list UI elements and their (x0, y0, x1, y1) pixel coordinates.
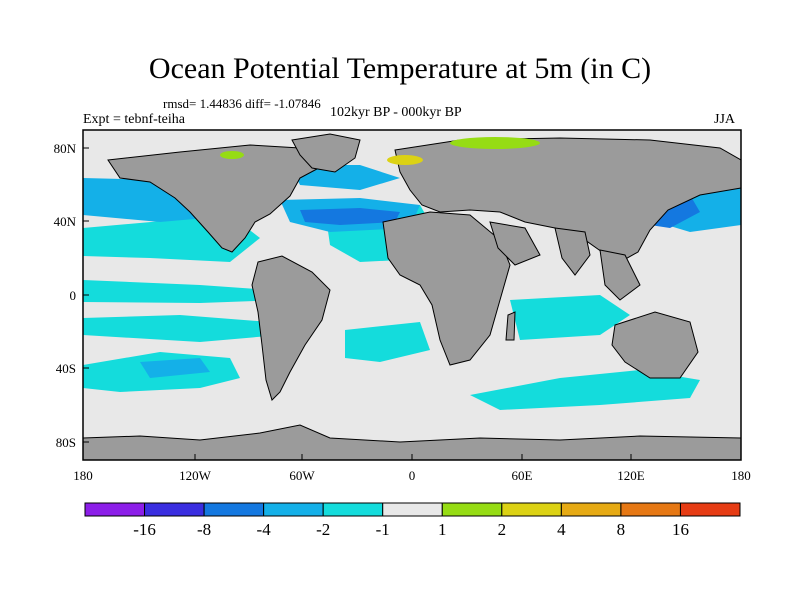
land-arabia (489, 221, 541, 266)
land-north-america (107, 144, 332, 253)
colorbar-box (382, 502, 443, 517)
lat-label-40n: 40N (54, 214, 77, 229)
colorbar-box (144, 502, 205, 517)
colorbar-label: 2 (497, 520, 507, 539)
lat-label-0: 0 (70, 288, 77, 303)
colorbar-label: 16 (671, 520, 689, 539)
colorbar-label: -2 (316, 520, 331, 539)
lon-label-180w: 180 (73, 468, 93, 483)
lon-axis: 180 120W 60W 0 60E 120E 180 (73, 454, 751, 483)
lat-label-80n: 80N (54, 141, 77, 156)
map-plot (83, 130, 741, 460)
colorbar-box (501, 502, 562, 517)
period-label: 102kyr BP - 000kyr BP (330, 105, 462, 120)
anomaly-warm (220, 137, 540, 165)
land-antarctica (83, 424, 741, 460)
colorbar-box (263, 502, 324, 517)
lon-label-60w: 60W (289, 468, 315, 483)
anomaly-cool-south-indian (470, 370, 700, 410)
land-southeast-asia (599, 249, 641, 301)
anomaly-cool-south-pacific-dark (140, 358, 210, 378)
anomaly-warm-norwegian (387, 155, 423, 165)
anomaly-warm-hudson (220, 151, 244, 159)
land-africa (382, 211, 511, 366)
land-india (554, 227, 591, 276)
land-greenland (291, 133, 361, 173)
colorbar-box (679, 502, 741, 517)
anomaly-cool-indian (510, 295, 630, 340)
colorbar-label: -1 (375, 520, 390, 539)
anomaly-cool-pacific-equator (83, 280, 280, 303)
colorbar-label: -4 (256, 520, 271, 539)
colorbar-box (322, 502, 384, 517)
colorbar (84, 502, 741, 517)
land-madagascar (505, 311, 516, 341)
colorbar-label: 8 (616, 520, 626, 539)
land-australia (611, 311, 699, 379)
anomaly-cool-arctic-fringe (290, 165, 400, 190)
lon-label-120w: 120W (179, 468, 212, 483)
colorbar-box (441, 502, 503, 517)
colorbar-label: -8 (196, 520, 212, 539)
colorbar-label: 1 (438, 520, 447, 539)
land (83, 133, 741, 460)
anomaly-cool-gulf-stream (300, 208, 400, 225)
lon-label-120e: 120E (617, 468, 645, 483)
map-title: Ocean Potential Temperature at 5m (in C) (148, 52, 652, 85)
lat-label-40s: 40S (56, 361, 76, 376)
colorbar-label: -16 (133, 520, 156, 539)
anomaly-warm-barents (450, 137, 540, 149)
lat-axis: 80N 40N 0 40S 80S (54, 141, 89, 450)
season-label: JJA (714, 112, 736, 127)
lon-label-0: 0 (409, 468, 416, 483)
lat-label-80s: 80S (56, 435, 76, 450)
land-south-america (251, 255, 331, 401)
lon-label-60e: 60E (512, 468, 533, 483)
anomaly-cool-pacific-south (83, 315, 280, 342)
lon-label-180e: 180 (731, 468, 751, 483)
stats-label: rmsd= 1.44836 diff= -1.07846 (163, 96, 321, 111)
colorbar-box (203, 502, 265, 517)
anomaly-cool-south-atlantic (345, 322, 430, 362)
colorbar-box (620, 502, 681, 517)
experiment-label: Expt = tebnf-teiha (83, 112, 185, 127)
colorbar-box (84, 502, 146, 517)
colorbar-box (560, 502, 622, 517)
colorbar-label: 4 (557, 520, 566, 539)
